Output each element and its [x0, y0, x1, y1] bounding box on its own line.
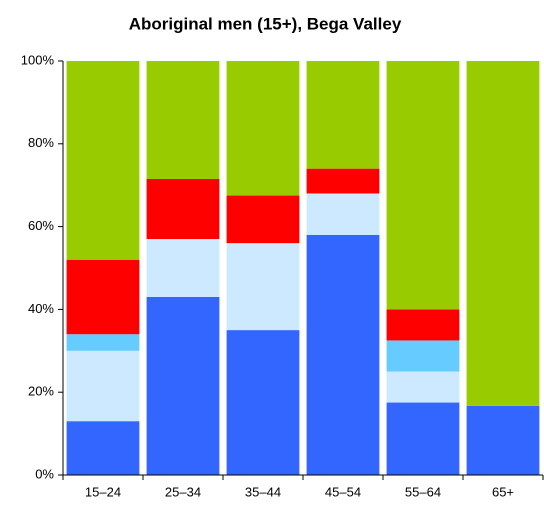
- bar-segment: [226, 195, 300, 244]
- x-tick-label: 45–54: [325, 484, 361, 499]
- bar-segment: [66, 350, 140, 422]
- x-tick-label: 55–64: [405, 484, 441, 499]
- bar-segment: [306, 168, 380, 194]
- bar-segment: [66, 61, 140, 260]
- x-tick-label: 15–24: [85, 484, 121, 499]
- chart-title: Aboriginal men (15+), Bega Valley: [129, 14, 402, 33]
- bar-segment: [306, 193, 380, 235]
- x-tick-label: 65+: [492, 484, 514, 499]
- bar-segment: [386, 309, 460, 341]
- bar-segment: [226, 61, 300, 196]
- y-tick-label: 60%: [28, 218, 54, 233]
- bar-segment: [466, 61, 540, 406]
- bar-segment: [386, 61, 460, 310]
- y-tick-label: 100%: [21, 52, 55, 67]
- y-tick-label: 0%: [35, 466, 54, 481]
- bar-segment: [66, 421, 140, 475]
- y-tick-label: 80%: [28, 135, 54, 150]
- bar-segment: [466, 405, 540, 475]
- bar-segment: [226, 243, 300, 331]
- y-tick-label: 20%: [28, 384, 54, 399]
- bar-segment: [306, 61, 380, 169]
- bar-segment: [146, 178, 220, 240]
- bar-segment: [386, 371, 460, 403]
- bar-segment: [146, 239, 220, 297]
- bar-segment: [386, 402, 460, 475]
- x-tick-label: 25–34: [165, 484, 201, 499]
- bar-segment: [386, 340, 460, 372]
- bar-segment: [66, 334, 140, 351]
- bar-segment: [146, 296, 220, 475]
- bar-segment: [306, 234, 380, 475]
- x-tick-label: 35–44: [245, 484, 281, 499]
- bar-segment: [66, 259, 140, 335]
- bar-segment: [226, 330, 300, 475]
- bar-segment: [146, 61, 220, 179]
- y-tick-label: 40%: [28, 301, 54, 316]
